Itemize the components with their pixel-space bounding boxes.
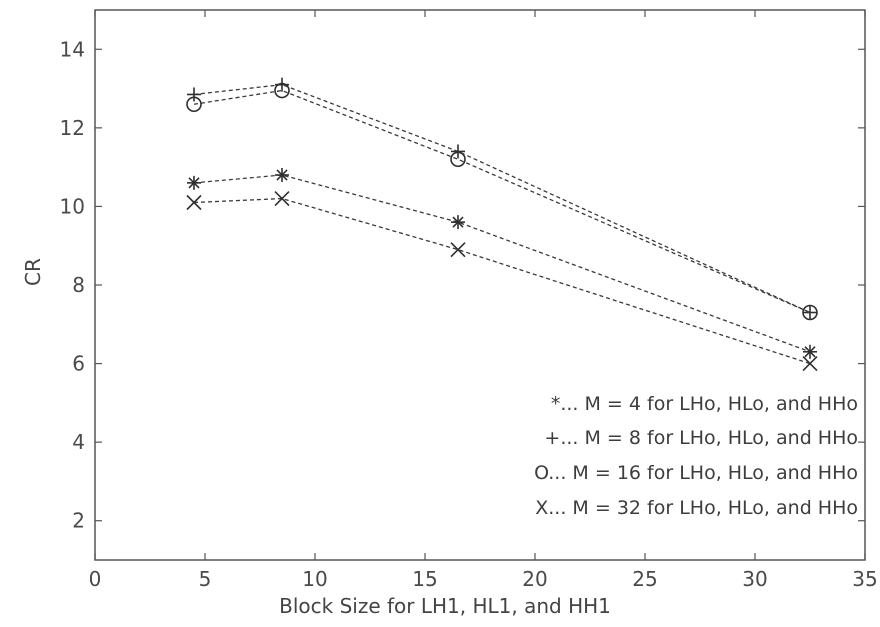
data-point-series-2 [186, 96, 202, 113]
y-tick-label: 4 [72, 430, 85, 454]
data-point-series-3 [450, 242, 466, 258]
plot-area [94, 9, 866, 561]
legend-entry: +... M = 8 for LHo, HLo, and HHo [544, 427, 858, 449]
x-tick-label: 15 [412, 567, 437, 591]
legend-entry: *... M = 4 for LHo, HLo, and HHo [551, 393, 858, 415]
legend: *... M = 4 for LHo, HLo, and HHo +... M =… [534, 393, 858, 519]
x-tick-label: 30 [742, 567, 767, 591]
y-tick-label: 6 [72, 352, 85, 376]
series-line-0 [193, 174, 811, 353]
x-axis-title: Block Size for LH1, HL1, and HH1 [279, 594, 611, 618]
series-lines [186, 77, 818, 372]
y-axis-title: CR [21, 258, 45, 286]
data-point-series-2 [274, 82, 290, 99]
axis-ticks: 0 5 10 15 20 25 30 35 2 4 6 8 10 12 14 [60, 10, 878, 591]
series-line-1 [193, 83, 811, 314]
x-tick-label: 0 [89, 567, 102, 591]
x-tick-label: 10 [302, 567, 327, 591]
data-point-series-0 [275, 168, 289, 182]
legend-entry: X... M = 32 for LHo, HLo, and HHo [535, 497, 858, 519]
series-line-3 [193, 197, 811, 365]
x-tick-label: 25 [632, 567, 657, 591]
y-tick-label: 14 [60, 37, 85, 61]
series-line-2 [193, 89, 811, 314]
y-tick-label: 2 [72, 509, 85, 533]
data-point-series-3 [274, 191, 290, 207]
data-point-series-1 [451, 144, 465, 159]
x-tick-label: 5 [199, 567, 212, 591]
data-point-series-3 [186, 194, 202, 211]
y-tick-label: 10 [60, 194, 85, 218]
data-point-series-1 [187, 87, 201, 102]
y-tick-label: 8 [72, 273, 85, 297]
data-point-series-0 [187, 175, 201, 190]
data-point-series-2 [450, 151, 466, 168]
data-point-series-0 [451, 215, 465, 230]
x-tick-label: 20 [522, 567, 547, 591]
y-tick-label: 12 [60, 116, 85, 140]
legend-entry: O... M = 16 for LHo, HLo, and HHo [534, 462, 858, 484]
data-point-series-0 [803, 344, 817, 359]
data-point-series-2 [802, 304, 818, 321]
data-point-series-3 [802, 356, 818, 372]
x-tick-label: 35 [852, 567, 877, 591]
